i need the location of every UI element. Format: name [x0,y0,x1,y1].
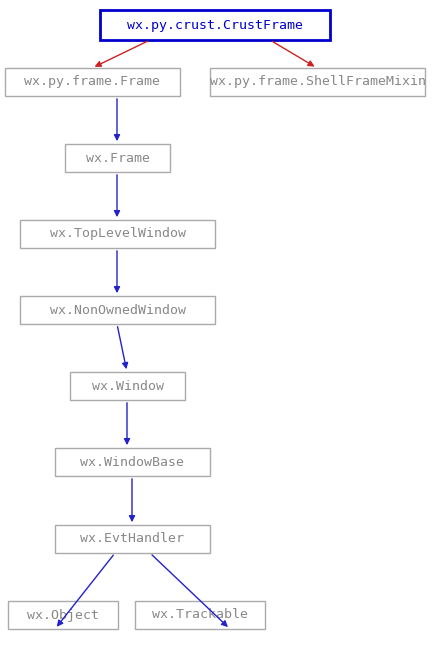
FancyBboxPatch shape [8,601,118,629]
FancyBboxPatch shape [135,601,265,629]
Text: wx.WindowBase: wx.WindowBase [80,455,184,469]
Text: wx.py.frame.Frame: wx.py.frame.Frame [24,76,160,88]
FancyBboxPatch shape [70,372,185,400]
Text: wx.py.frame.ShellFrameMixin: wx.py.frame.ShellFrameMixin [209,76,426,88]
FancyBboxPatch shape [20,220,215,248]
Text: wx.EvtHandler: wx.EvtHandler [80,532,184,546]
FancyBboxPatch shape [65,144,170,172]
FancyBboxPatch shape [55,525,210,553]
FancyBboxPatch shape [20,296,215,324]
Text: wx.py.crust.CrustFrame: wx.py.crust.CrustFrame [127,18,303,32]
Text: wx.Trackable: wx.Trackable [152,608,248,621]
Text: wx.Object: wx.Object [27,608,99,621]
FancyBboxPatch shape [100,10,330,40]
Text: wx.TopLevelWindow: wx.TopLevelWindow [49,227,185,241]
FancyBboxPatch shape [5,68,180,96]
Text: wx.NonOwnedWindow: wx.NonOwnedWindow [49,304,185,316]
Text: wx.Frame: wx.Frame [86,152,149,165]
FancyBboxPatch shape [55,448,210,476]
FancyBboxPatch shape [210,68,425,96]
Text: wx.Window: wx.Window [91,380,163,393]
